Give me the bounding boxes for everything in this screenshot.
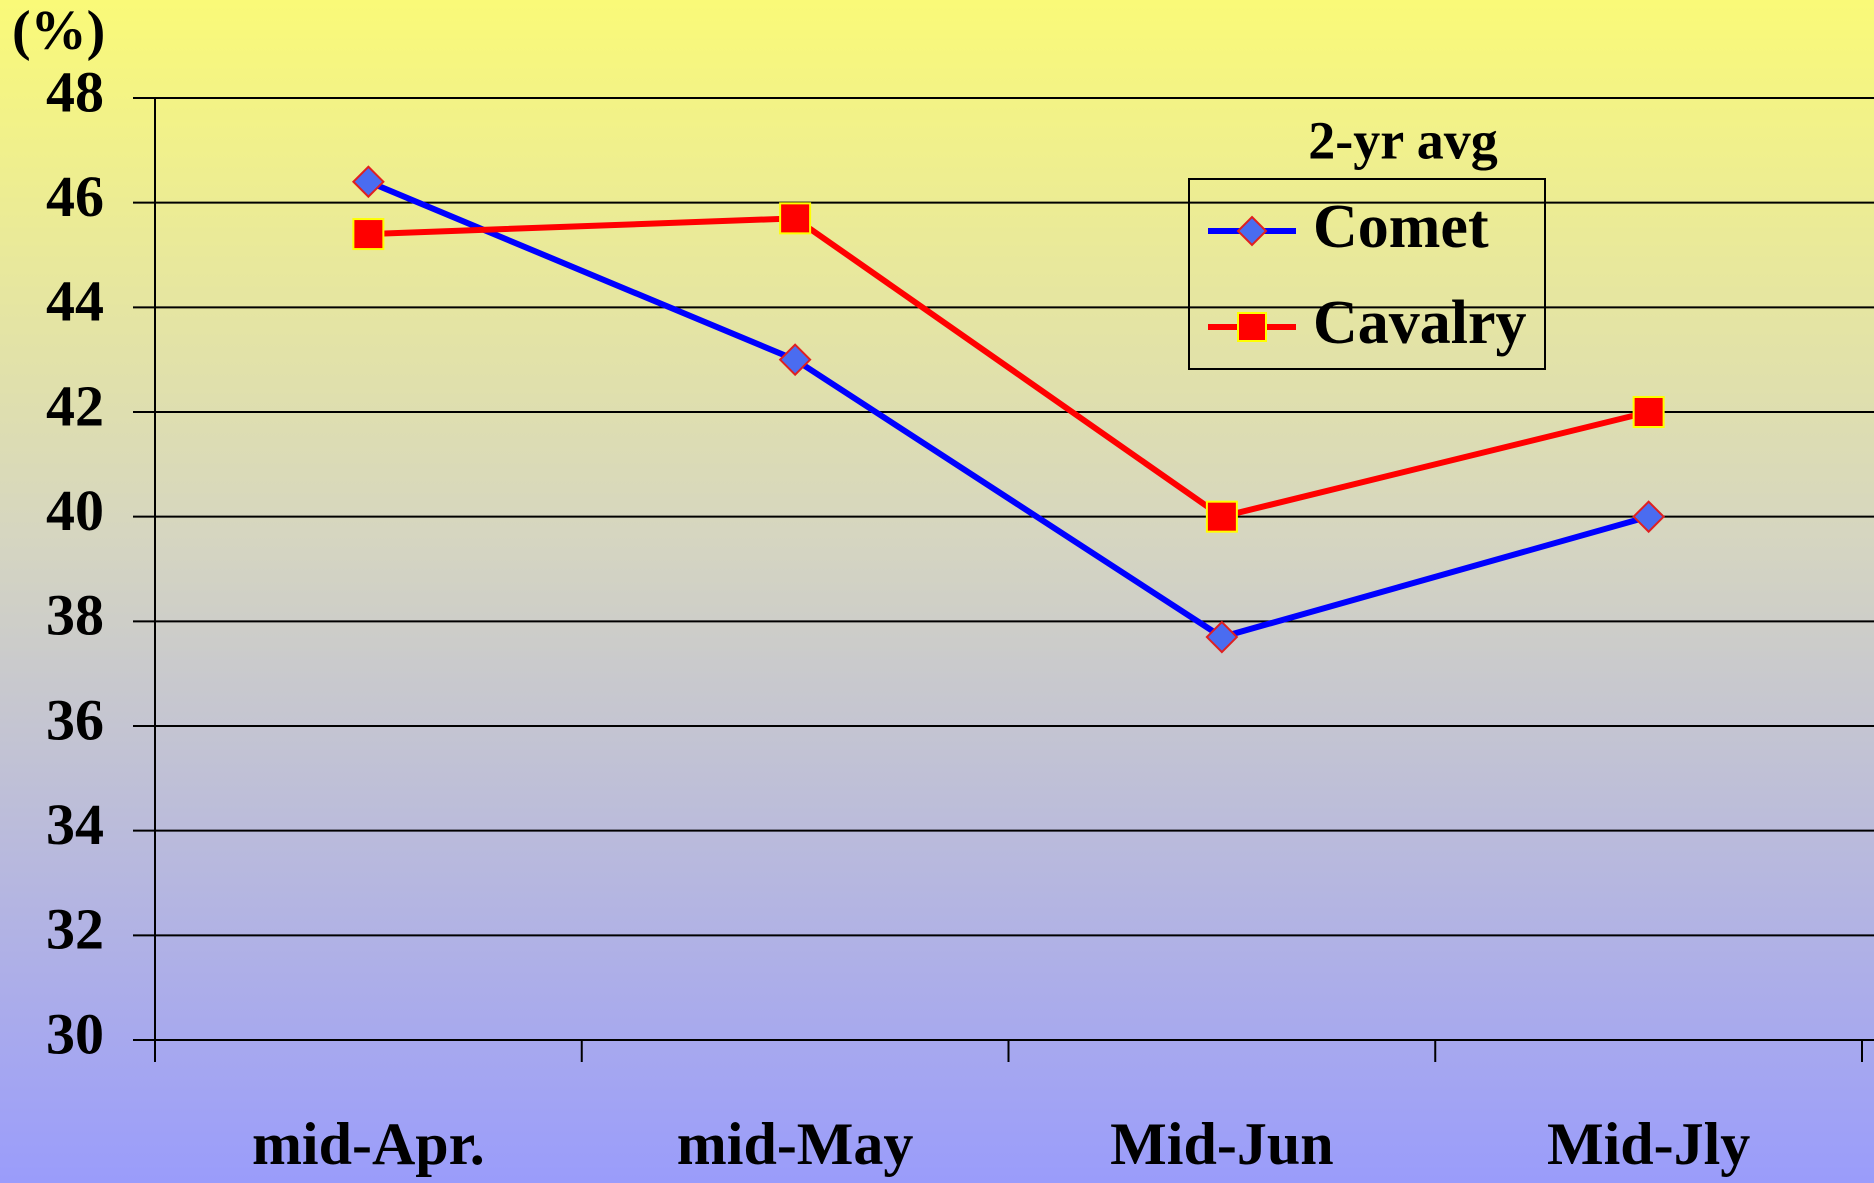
y-tick-label: 36 (46, 687, 104, 752)
y-tick-label: 30 (46, 1001, 104, 1066)
y-tick-label: 34 (46, 792, 104, 857)
square-marker (352, 218, 385, 251)
diamond-marker (351, 165, 385, 199)
square-marker (1205, 500, 1238, 533)
legend-label: Comet (1313, 193, 1489, 261)
series-line (368, 215, 1650, 520)
y-tick-label: 38 (46, 583, 104, 648)
y-tick-label: 48 (46, 59, 104, 124)
y-tick-label: 46 (46, 164, 104, 229)
x-tick-label: mid-May (677, 1111, 914, 1177)
y-tick-label: 44 (46, 269, 104, 334)
legend-label: Cavalry (1313, 289, 1527, 357)
square-marker (779, 202, 812, 235)
diamond-marker (1632, 500, 1666, 534)
legend-marker (1236, 215, 1268, 247)
diamond-marker (778, 343, 812, 377)
y-axis-label: (%) (12, 0, 105, 62)
legend-marker (1237, 312, 1267, 342)
x-tick-label: mid-Apr. (252, 1111, 485, 1177)
diamond-marker (1205, 620, 1239, 654)
y-tick-label: 40 (46, 478, 104, 543)
y-tick-label: 32 (46, 897, 104, 962)
series-line (367, 178, 1650, 641)
legend-box (1188, 178, 1546, 370)
x-tick-label: Mid-Jun (1110, 1111, 1333, 1177)
y-tick-label: 42 (46, 373, 104, 438)
x-tick-label: Mid-Jly (1547, 1111, 1750, 1177)
legend-title: 2-yr avg (1308, 110, 1497, 170)
square-marker (1632, 396, 1665, 428)
